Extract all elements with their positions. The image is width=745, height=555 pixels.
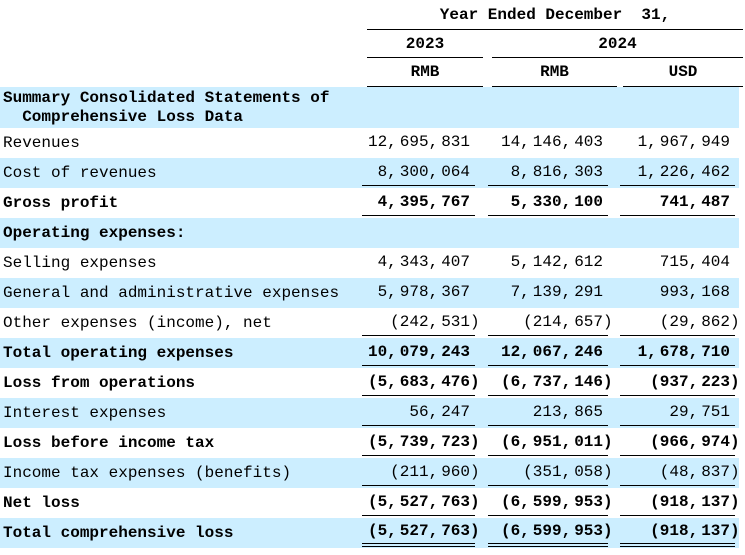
section-title-line2: Comprehensive Loss Data [22,107,244,126]
cell-2024-rmb: (6, 737, 146) [488,368,613,396]
cell-2023-rmb: 4, 343, 407 [377,253,470,271]
header-row-currencies: RMB RMB USD [0,58,745,87]
row-label: Income tax expenses (benefits) [3,464,292,482]
table-row-loss-from-operations: Loss from operations (5, 683, 476) (6, 737,… [0,368,740,398]
cell-2023-rmb: 56, 247 [362,398,475,426]
table-row-selling-expenses: Selling expenses 4, 343, 407 5, 142, 612 715… [0,248,739,278]
cell-2024-rmb: (6, 599, 953) [488,518,613,547]
cell-2024-rmb: 213, 865 [488,398,608,426]
cell-2023-rmb: 12, 695, 831 [367,133,470,151]
row-label: Interest expenses [3,404,167,422]
cell-2024-usd: (29, 862) [620,308,740,336]
cell-2024-usd: 1, 678, 710 [620,338,735,366]
row-label: Cost of revenues [3,164,157,182]
cell-2024-usd: (918, 137) [620,488,740,516]
cell-2023-rmb: (211, 960) [362,458,480,486]
row-label: Other expenses (income), net [3,314,272,332]
column-header-2024: 2024 [492,30,743,58]
cell-2024-usd: 993, 168 [659,283,730,301]
table-row-net-loss: Net loss (5, 527, 763) (6, 599, 953) (918, 13… [0,488,740,518]
header-row-years: 2023 2024 [0,30,745,58]
row-label: Gross profit [3,194,119,212]
cell-2023-rmb: (242, 531) [362,308,480,336]
section-title: Summary Consolidated Statements of Compr… [3,87,354,128]
table-row-revenues: Revenues 12, 695, 831 14, 146, 403 1, 967, 949 [0,128,739,158]
table-row-general-administrative-expenses: General and administrative expenses 5, 97… [0,278,739,308]
cell-2023-rmb: 10, 079, 243 [362,338,475,366]
cell-2024-rmb: (351, 058) [488,458,613,486]
cell-2024-rmb: 8, 816, 303 [488,158,608,186]
row-label: Net loss [3,494,80,512]
table-row-loss-before-income-tax: Loss before income tax (5, 739, 723) (6, 95… [0,428,740,458]
cell-2023-rmb: 4, 395, 767 [362,188,475,216]
cell-2024-rmb: (214, 657) [488,308,613,336]
row-label: Selling expenses [3,254,157,272]
cell-2024-usd: (48, 837) [620,458,740,486]
table-row-operating-expenses-header: Operating expenses: [0,218,739,248]
row-label: Revenues [3,134,80,152]
section-title-row: Summary Consolidated Statements of Compr… [0,87,739,128]
row-label: General and administrative expenses [3,284,340,302]
column-header-2023: 2023 [367,30,483,58]
cell-2024-rmb: 12, 067, 246 [488,338,608,366]
row-label: Loss before income tax [3,434,215,452]
cell-2024-usd: 1, 226, 462 [620,158,735,186]
cell-2024-usd: 29, 751 [620,398,735,426]
column-header-rmb-2024: RMB [492,58,617,87]
column-group-year-ended: Year Ended December 31, [367,0,743,30]
cell-2024-usd: (966, 974) [620,428,740,456]
cell-2023-rmb: 8, 300, 064 [362,158,475,186]
cell-2024-rmb: (6, 951, 011) [488,428,613,456]
row-label: Total comprehensive loss [3,524,234,542]
row-label: Operating expenses: [3,224,186,242]
cell-2024-rmb: 14, 146, 403 [500,133,603,151]
table-row-total-comprehensive-loss: Total comprehensive loss (5, 527, 763) (6,… [0,518,740,548]
table-row-total-operating-expenses: Total operating expenses 10, 079, 243 12, 0… [0,338,739,368]
cell-2024-rmb: 7, 139, 291 [510,283,603,301]
cell-2024-usd: 1, 967, 949 [637,133,730,151]
table-row-gross-profit: Gross profit 4, 395, 767 5, 330, 100 741, 487 [0,188,739,218]
cell-2024-usd: (937, 223) [620,368,740,396]
cell-2024-usd: (918, 137) [620,518,740,547]
cell-2024-rmb: (6, 599, 953) [488,488,613,516]
table-row-interest-expenses: Interest expenses 56, 247 213, 865 29, 751 [0,398,739,428]
cell-2023-rmb: 5, 978, 367 [377,283,470,301]
column-header-usd-2024: USD [623,58,743,87]
cell-2024-usd: 715, 404 [659,253,730,271]
cell-2024-rmb: 5, 142, 612 [510,253,603,271]
column-header-rmb-2023: RMB [367,58,483,87]
row-label: Total operating expenses [3,344,234,362]
cell-2024-rmb: 5, 330, 100 [488,188,608,216]
section-title-line1: Summary Consolidated Statements of [3,88,330,107]
table-row-other-expenses-income-net: Other expenses (income), net (242, 531) (… [0,308,740,338]
header-row-period: Year Ended December 31, [0,0,745,30]
cell-2023-rmb: (5, 739, 723) [362,428,480,456]
table-row-income-tax-expenses: Income tax expenses (benefits) (211, 960)… [0,458,740,488]
cell-2023-rmb: (5, 527, 763) [362,518,480,547]
cell-2024-usd: 741, 487 [620,188,735,216]
row-label: Loss from operations [3,374,196,392]
table-row-cost-of-revenues: Cost of revenues 8, 300, 064 8, 816, 303 1, 2… [0,158,739,188]
cell-2023-rmb: (5, 527, 763) [362,488,480,516]
cell-2023-rmb: (5, 683, 476) [362,368,480,396]
